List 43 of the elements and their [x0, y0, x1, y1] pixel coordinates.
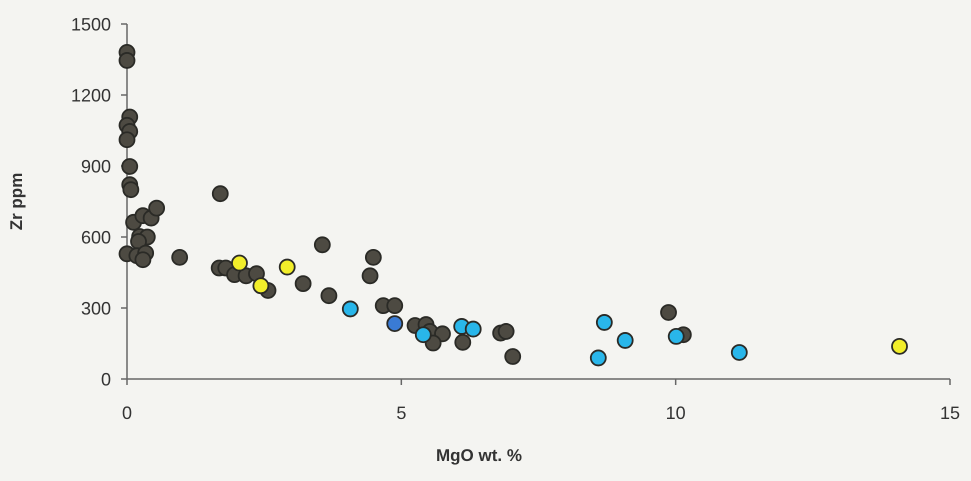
x-axis-title: MgO wt. %: [436, 446, 522, 465]
point: [730, 344, 748, 361]
point: [464, 320, 482, 338]
point: [118, 52, 136, 69]
y-tick-label: 1500: [70, 14, 111, 34]
point: [252, 277, 270, 294]
point: [596, 314, 613, 331]
point: [231, 254, 248, 272]
y-tick-label: 0: [100, 369, 111, 390]
point: [386, 297, 404, 314]
point: [134, 251, 152, 268]
y-tick-label: 1200: [70, 85, 111, 106]
point: [590, 350, 607, 366]
point: [454, 334, 472, 351]
point: [122, 181, 140, 198]
point: [118, 131, 136, 148]
x-tick-label: 0: [122, 403, 132, 423]
point: [616, 332, 634, 349]
point: [498, 323, 515, 340]
point: [314, 236, 331, 254]
y-tick-label: 900: [80, 156, 111, 176]
y-axis-title: Zr ppm: [7, 172, 26, 230]
point: [668, 328, 685, 345]
point: [891, 338, 908, 355]
y-tick-label: 600: [80, 227, 111, 248]
point: [364, 248, 382, 266]
y-tick-label: 300: [80, 298, 111, 318]
point: [171, 248, 188, 266]
point: [386, 315, 404, 332]
point: [212, 185, 229, 202]
point: [660, 304, 677, 321]
x-tick-label: 10: [666, 403, 686, 423]
point: [414, 326, 432, 344]
point: [148, 200, 166, 217]
x-tick-label: 5: [396, 403, 406, 423]
point: [342, 300, 359, 318]
point: [504, 348, 522, 365]
point: [362, 267, 378, 284]
point: [278, 258, 296, 276]
point: [320, 287, 338, 304]
point: [294, 275, 312, 292]
point: [121, 158, 138, 175]
x-tick-label: 15: [940, 403, 960, 423]
